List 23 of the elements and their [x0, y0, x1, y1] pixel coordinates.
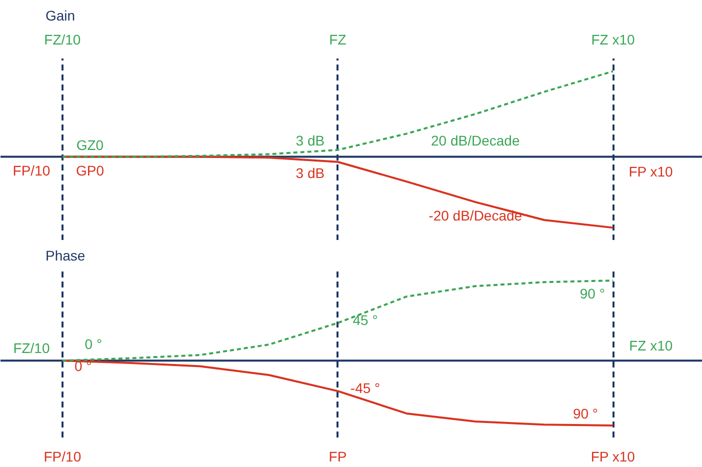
annotation: GP0	[76, 162, 104, 178]
annotation: -45 °	[350, 380, 380, 396]
chart-title: Phase	[46, 248, 86, 264]
x-tick-label: FZ/10	[44, 32, 81, 48]
annotation: FZ x10	[629, 337, 673, 354]
x-tick-label: FP	[328, 448, 347, 464]
x-tick-label: FP/10	[44, 448, 82, 464]
annotation: 20 dB/Decade	[431, 132, 520, 149]
annotation: 45 °	[352, 312, 378, 328]
annotation: 3 dB	[296, 132, 325, 149]
annotation: FP x10	[628, 163, 674, 180]
annotation: 0 °	[84, 336, 102, 352]
annotation: -20 dB/Decade	[428, 208, 522, 224]
annotation: 3 dB	[296, 165, 325, 181]
annotation: FZ/10	[13, 340, 50, 356]
annotation: 90 °	[572, 405, 598, 422]
x-tick-label: FP x10	[590, 448, 636, 464]
annotation: 90 °	[580, 285, 605, 302]
x-tick-label: FZ x10	[591, 32, 636, 48]
annotation: FP/10	[12, 162, 50, 178]
x-tick-label: FZ	[329, 32, 347, 48]
chart-title: Gain	[46, 8, 76, 24]
annotation: GZ0	[76, 136, 104, 153]
